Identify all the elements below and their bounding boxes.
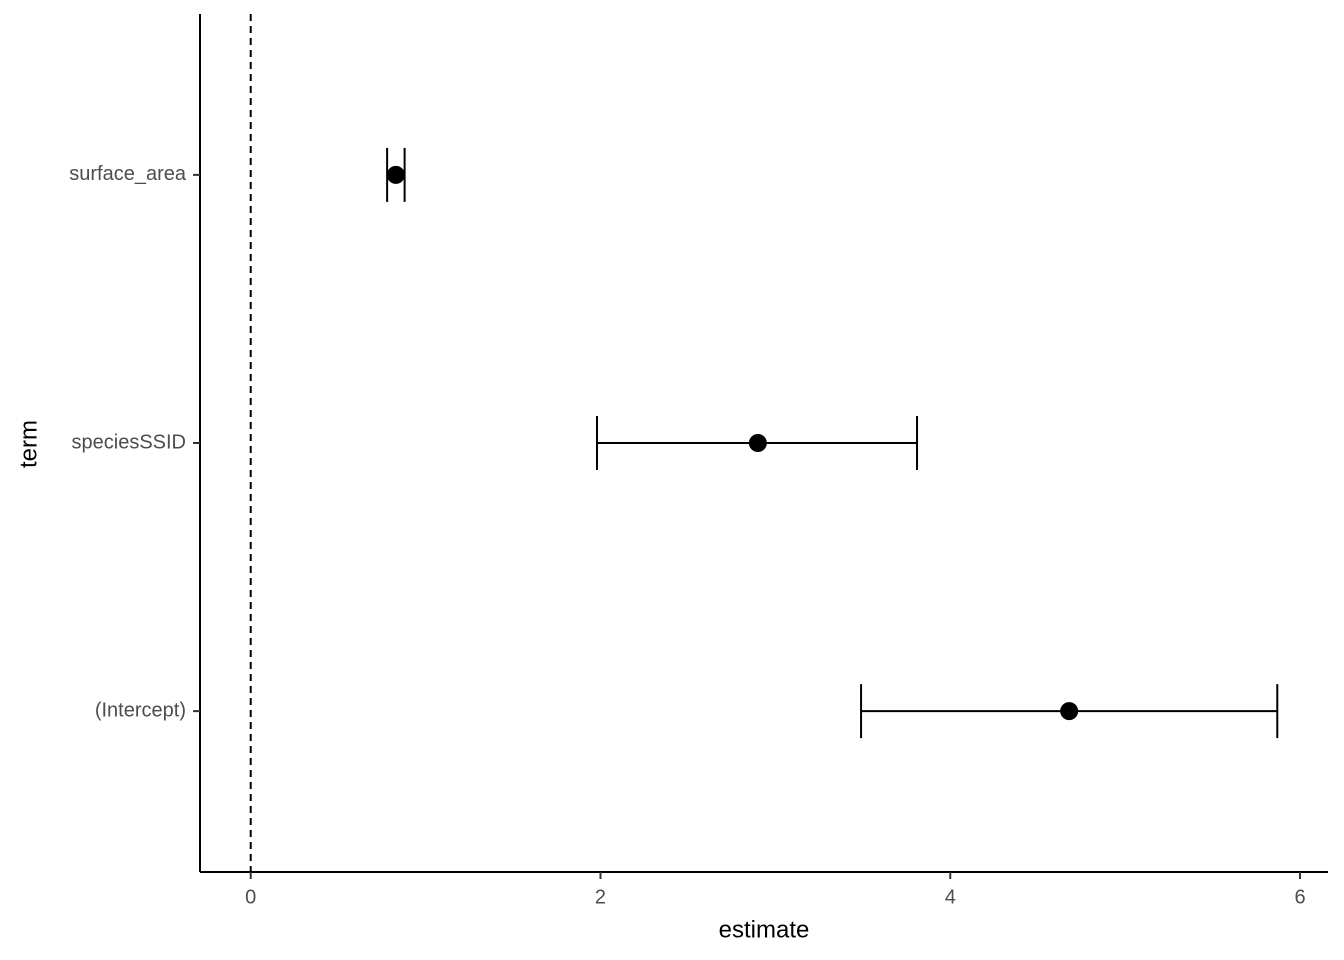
x-tick-label: 0 <box>245 886 256 908</box>
y-tick-label: surface_area <box>69 163 187 185</box>
point <box>748 434 767 452</box>
point <box>386 165 405 184</box>
x-axis-title: estimate <box>719 916 810 943</box>
y-tick-label: (Intercept) <box>95 699 186 721</box>
x-tick-label: 6 <box>1294 886 1305 908</box>
point <box>1060 702 1079 721</box>
y-axis-title: term <box>15 420 42 468</box>
x-tick-label: 2 <box>595 886 606 908</box>
y-tick-label: speciesSSID <box>72 431 187 453</box>
x-tick-label: 4 <box>945 886 956 908</box>
